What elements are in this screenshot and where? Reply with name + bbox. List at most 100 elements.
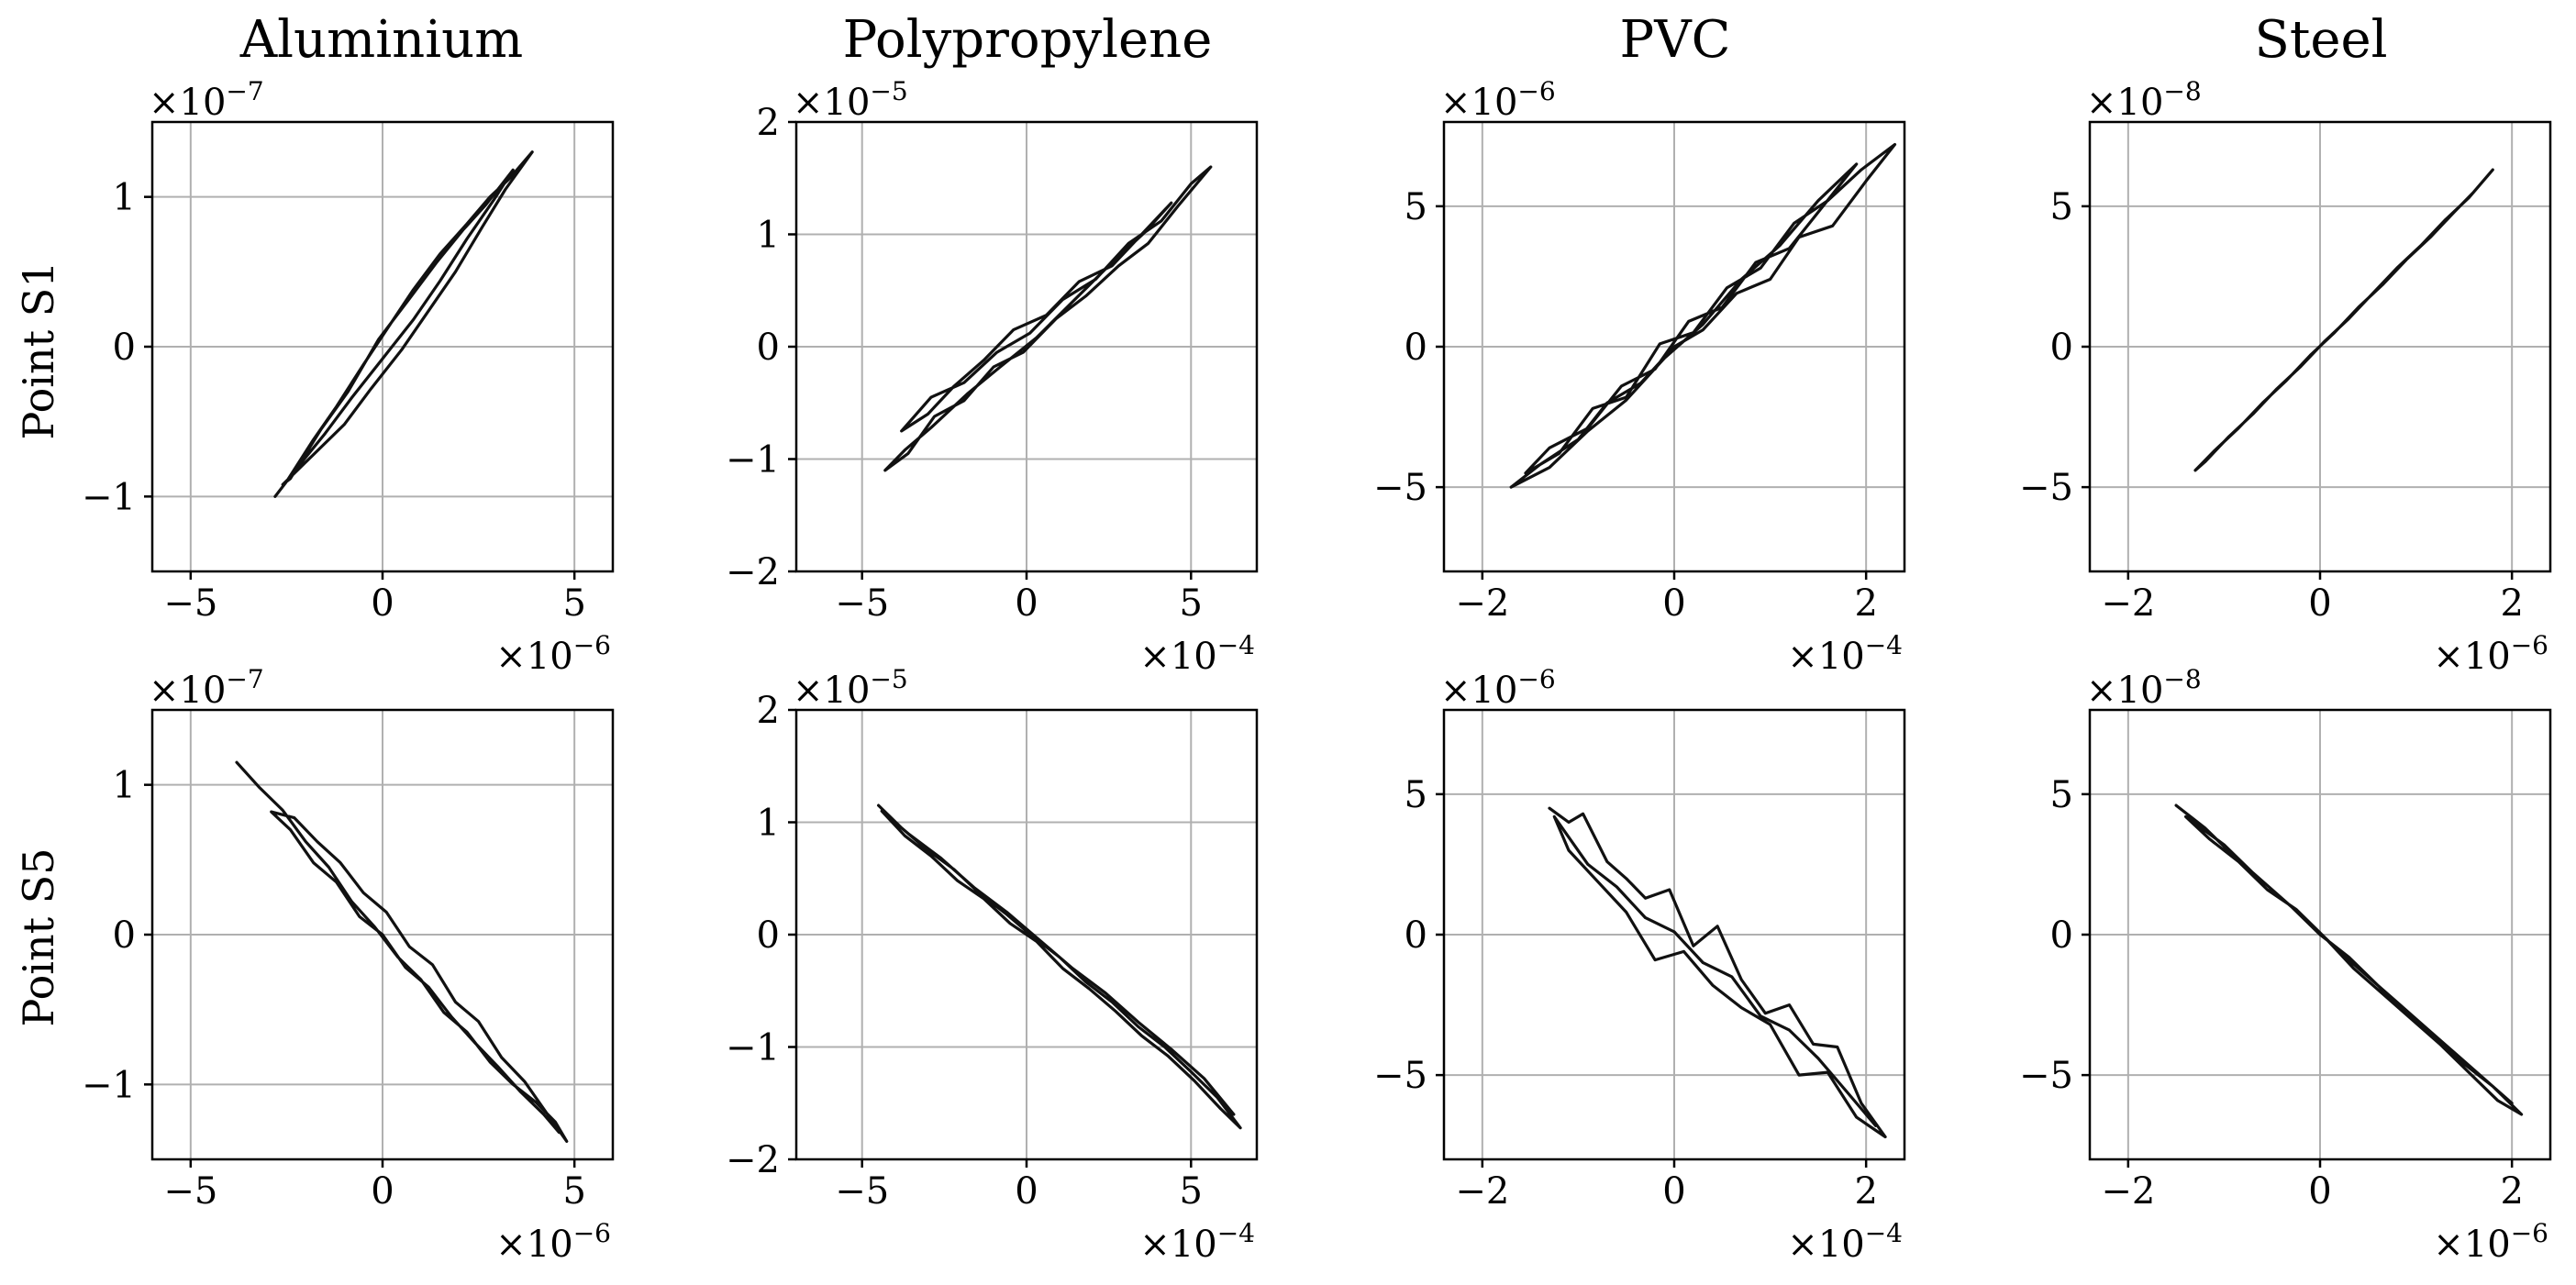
x-tick-label: 0 [371, 582, 394, 625]
y-tick-label: 1 [757, 803, 780, 845]
x-axis-scale-label-base: ×10 [1139, 636, 1216, 678]
x-axis-scale-label: ×10−4 [1139, 1218, 1255, 1266]
row-label-point-s5: Point S5 [14, 847, 63, 1026]
x-axis-scale-label: ×10−6 [495, 630, 611, 678]
x-tick-label: −5 [835, 582, 889, 625]
x-tick-label: 0 [371, 1170, 394, 1213]
x-tick-label: 2 [2500, 1170, 2523, 1213]
series-line-0 [1509, 142, 1897, 489]
y-axis-scale-label-exponent: −6 [1517, 664, 1555, 694]
y-tick-label: 2 [757, 690, 780, 732]
y-tick-label: 0 [113, 914, 136, 957]
y-tick-label: −5 [1373, 467, 1427, 509]
x-axis-scale-label-base: ×10 [495, 636, 572, 678]
x-tick-label: 0 [2308, 1170, 2331, 1213]
series-line-0 [883, 165, 1213, 472]
y-tick-label: −5 [1373, 1055, 1427, 1097]
y-axis-scale-label-exponent: −8 [2163, 664, 2201, 694]
x-tick-label: 5 [562, 1170, 585, 1213]
x-tick-label: 2 [2500, 582, 2523, 625]
y-axis-scale-label: ×10−8 [2086, 76, 2202, 124]
y-axis-scale-label-base: ×10 [149, 670, 226, 712]
panel-aluminium-point-s5: −5 0 5−101×10−7×10−6 [82, 664, 615, 1266]
x-tick-label: 5 [562, 582, 585, 625]
x-tick-label: −2 [2101, 582, 2155, 625]
y-tick-label: −1 [726, 439, 780, 482]
y-axis-scale-label: ×10−8 [2086, 664, 2202, 712]
x-axis-scale-label-exponent: −4 [1217, 1218, 1255, 1248]
series-line-0 [2193, 168, 2494, 472]
x-tick-label: 0 [1662, 1170, 1685, 1213]
x-axis-scale-label-exponent: −6 [2511, 630, 2548, 660]
y-axis-scale-label-base: ×10 [2086, 670, 2163, 712]
x-tick-label: 0 [1662, 582, 1685, 625]
y-axis-scale-label: ×10−6 [1440, 664, 1556, 712]
x-tick-label: 0 [2308, 582, 2331, 625]
column-title-polypropylene: Polypropylene [843, 10, 1213, 70]
y-tick-label: −1 [82, 1064, 136, 1106]
y-tick-label: 0 [757, 914, 780, 957]
x-tick-label: 5 [1180, 1170, 1203, 1213]
y-axis-scale-label: ×10−5 [793, 76, 908, 124]
y-axis-scale-label-base: ×10 [1440, 82, 1517, 124]
y-axis-scale-label-exponent: −7 [226, 664, 263, 694]
x-axis-scale-label-exponent: −4 [1865, 1218, 1903, 1248]
column-title-steel: Steel [2254, 10, 2387, 70]
x-axis-scale-label: ×10−4 [1139, 630, 1255, 678]
y-tick-label: 5 [1405, 186, 1427, 228]
column-title-aluminium: Aluminium [239, 10, 524, 70]
y-axis-scale-label: ×10−7 [149, 76, 264, 124]
column-titles: Aluminium Polypropylene PVC Steel [239, 10, 2388, 70]
y-tick-label: −2 [726, 1139, 780, 1181]
x-tick-label: 0 [1015, 1170, 1038, 1213]
y-tick-label: −2 [726, 551, 780, 593]
y-tick-label: −1 [82, 476, 136, 518]
x-tick-label: 2 [1854, 582, 1877, 625]
y-axis-scale-label-base: ×10 [2086, 82, 2163, 124]
y-axis-scale-label-exponent: −8 [2163, 76, 2201, 106]
x-axis-scale-label-base: ×10 [1787, 636, 1864, 678]
y-tick-label: −1 [726, 1027, 780, 1069]
x-axis-scale-label: ×10−6 [2433, 630, 2548, 678]
y-tick-label: 0 [757, 327, 780, 369]
series-line-0 [273, 150, 534, 498]
y-tick-label: 0 [2050, 914, 2073, 957]
y-tick-label: 0 [1405, 327, 1427, 369]
y-tick-label: 1 [757, 215, 780, 257]
x-axis-scale-label: ×10−4 [1787, 630, 1903, 678]
x-axis-scale-label-base: ×10 [495, 1224, 572, 1266]
y-tick-label: 5 [2050, 186, 2073, 228]
x-axis-scale-label-base: ×10 [2433, 1224, 2510, 1266]
x-axis-scale-label-exponent: −4 [1217, 630, 1255, 660]
x-axis-scale-label-exponent: −6 [573, 1218, 611, 1248]
row-label-point-s1: Point S1 [14, 260, 63, 439]
x-axis-scale-label-base: ×10 [2433, 636, 2510, 678]
y-tick-label: −5 [2019, 467, 2073, 509]
y-axis-scale-label-base: ×10 [1440, 670, 1517, 712]
y-axis-scale-label-base: ×10 [149, 82, 226, 124]
y-tick-label: 2 [757, 102, 780, 144]
panel-pvc-point-s1: −2 0 2−505×10−6×10−4 [1373, 76, 1906, 678]
column-title-pvc: PVC [1620, 10, 1731, 70]
series-line-0 [2174, 803, 2524, 1116]
x-tick-label: −5 [163, 582, 217, 625]
y-tick-label: 5 [2050, 774, 2073, 816]
y-axis-scale-label-exponent: −6 [1517, 76, 1555, 106]
x-axis-scale-label-base: ×10 [1139, 1224, 1216, 1266]
x-axis-scale-label-exponent: −4 [1865, 630, 1903, 660]
y-axis-scale-label-exponent: −7 [226, 76, 263, 106]
y-axis-scale-label-base: ×10 [793, 670, 870, 712]
x-axis-scale-label: ×10−6 [495, 1218, 611, 1266]
y-tick-label: −5 [2019, 1055, 2073, 1097]
y-tick-label: 0 [2050, 327, 2073, 369]
y-axis-scale-label-exponent: −5 [870, 76, 907, 106]
x-axis-scale-label-exponent: −6 [573, 630, 611, 660]
x-tick-label: −5 [835, 1170, 889, 1213]
y-tick-label: 5 [1405, 774, 1427, 816]
x-tick-label: −2 [2101, 1170, 2155, 1213]
panel-aluminium-point-s1: −5 0 5−101×10−7×10−6 [82, 76, 615, 678]
